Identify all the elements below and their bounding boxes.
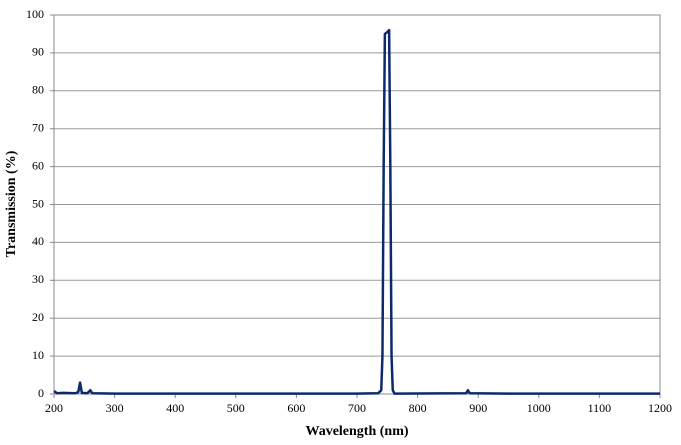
x-tick-label: 600 [287, 401, 305, 415]
y-tick-label: 0 [38, 386, 44, 400]
y-tick-label: 30 [32, 272, 44, 286]
y-tick-label: 70 [32, 120, 44, 134]
x-axis-title: Wavelength (nm) [305, 424, 408, 439]
y-tick-label: 80 [32, 83, 44, 97]
y-tick-label: 10 [32, 348, 44, 362]
y-tick-label: 90 [32, 45, 44, 59]
y-tick-label: 40 [32, 234, 44, 248]
x-tick-label: 700 [348, 401, 366, 415]
x-tick-label: 1100 [588, 401, 612, 415]
data-line [53, 28, 660, 395]
x-tick-label: 500 [227, 401, 245, 415]
y-axis-title: Transmission (%) [4, 150, 19, 257]
x-tick-label: 900 [469, 401, 487, 415]
y-tick-label: 60 [32, 158, 44, 172]
y-tick-label: 20 [32, 310, 44, 324]
x-tick-label: 1000 [527, 401, 551, 415]
x-tick-label: 1200 [648, 401, 672, 415]
y-tick-label: 50 [32, 196, 44, 210]
x-tick-label: 800 [409, 401, 427, 415]
x-tick-label: 400 [166, 401, 184, 415]
x-tick-label: 300 [106, 401, 124, 415]
y-tick-label: 100 [26, 7, 44, 21]
x-tick-label: 200 [45, 401, 63, 415]
